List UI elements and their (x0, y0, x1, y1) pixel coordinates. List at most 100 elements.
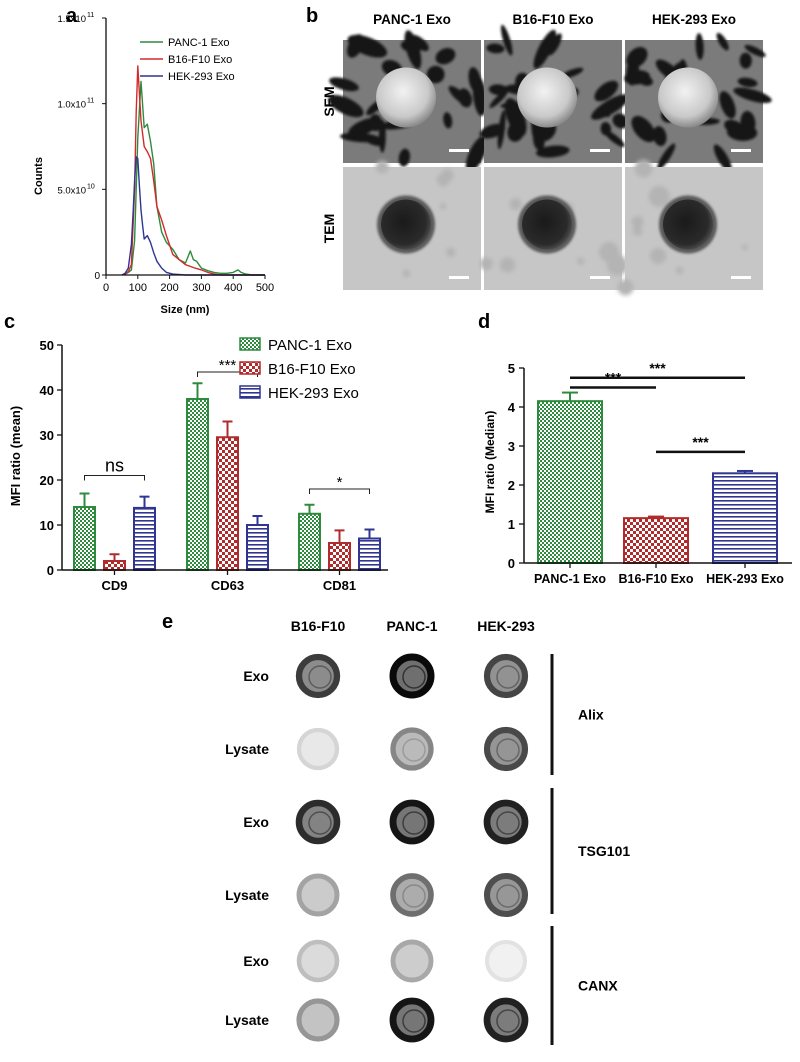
sem-dark-patch (533, 133, 544, 151)
sem-dark-patch (488, 84, 509, 96)
panel-e-spot-fill (485, 801, 527, 843)
sem-dark-patch (719, 91, 736, 119)
sem-dark-patch (603, 102, 612, 118)
panel-letter-c: c (4, 311, 15, 333)
panel-c-legend-swatch (239, 385, 261, 399)
sem-scale-bar (449, 149, 469, 152)
tem-speck (441, 169, 454, 182)
sem-dark-patch (740, 111, 756, 135)
panel-e-spot-ring (295, 653, 341, 699)
sem-dark-patch (443, 112, 453, 129)
tem-speck (479, 257, 493, 271)
panel-a-series-line-2 (123, 65, 265, 276)
panel-e-group-label: CANX (578, 978, 618, 994)
tem-micrograph (479, 167, 628, 290)
sem-dark-patch (604, 130, 625, 147)
sem-dark-patch (533, 29, 557, 69)
tem-scale-bar (731, 276, 751, 279)
panel-a-legend-label: PANC-1 Exo (168, 37, 230, 49)
panel-b-row-header: TEM (321, 214, 337, 244)
panel-a-xtick-label: 300 (192, 282, 210, 294)
tem-speck (741, 244, 748, 251)
panel-c-legend-label: B16-F10 Exo (268, 361, 356, 378)
sem-dark-patch (348, 117, 381, 137)
panel-a-ytick-label: 5.0x10 (57, 185, 86, 196)
panel-e-spot-fill (485, 940, 527, 982)
panel-e-spot-fill (297, 655, 339, 697)
panel-c-category-label: CD81 (323, 578, 356, 593)
panel-e-blot-spot (483, 726, 529, 772)
sem-scale-bar (731, 149, 751, 152)
panel-b-column-header: HEK-293 Exo (652, 12, 736, 27)
panel-c-significance-label: *** (219, 357, 237, 374)
panel-c-bar (328, 542, 351, 571)
panel-d-ytick-label: 0 (508, 556, 515, 571)
tem-speck (577, 257, 585, 265)
sem-exosome-particle (517, 67, 577, 128)
sem-dark-patch (716, 32, 729, 51)
panel-c-significance-label: ns (105, 456, 124, 476)
panel-e-spot-inner-ring (496, 665, 520, 689)
sem-dark-patch (548, 33, 562, 56)
panel-letter-b: b (306, 5, 318, 27)
panel-d-ylabel: MFI ratio (Median) (483, 411, 497, 514)
panel-d-category-label: B16-F10 Exo (618, 572, 693, 586)
panel-e-spot-fill (485, 728, 527, 770)
panel-e-spot-ring (483, 653, 529, 699)
panel-a-ytick-exponent: 11 (87, 12, 94, 19)
panel-c-ytick-label: 40 (40, 383, 54, 398)
panel-letter-e: e (162, 611, 173, 633)
sem-dark-patch (626, 57, 640, 86)
panel-e-spot-inner-ring (402, 811, 426, 835)
sem-dark-patch (500, 24, 513, 56)
panel-e-blot-spot (484, 939, 528, 983)
panel-e-blot-spot (296, 998, 340, 1042)
panel-a-ytick-exponent: 10 (87, 183, 95, 190)
panel-c-bar (358, 537, 381, 571)
sem-dark-patch (739, 52, 752, 69)
panel-e-spot-inner-ring (496, 884, 520, 908)
sem-dark-patch (486, 43, 505, 54)
panel-e-spot-ring (389, 997, 435, 1043)
panel-e-spot-fill (297, 728, 339, 770)
panel-a-series-line-1 (123, 80, 265, 276)
panel-e-spot-fill (297, 874, 339, 916)
panel-e-blot-spot (483, 872, 529, 918)
panel-c-ytick-label: 20 (40, 473, 54, 488)
sem-dark-patch (695, 33, 704, 60)
panel-e-spot-fill (297, 801, 339, 843)
panel-e-row-label: Exo (243, 814, 269, 830)
sem-dark-patch (426, 65, 445, 84)
tem-speck (617, 279, 634, 296)
sem-dark-patch (497, 110, 506, 150)
sem-dark-patch (652, 126, 667, 147)
tem-texture (617, 159, 748, 296)
panel-e-blot-spot (296, 873, 340, 917)
panel-e-spot-fill (485, 999, 527, 1041)
panel-e-spot-ring (389, 799, 435, 845)
panel-c-ylabel: MFI ratio (mean) (8, 406, 23, 506)
sem-exosome-particle (376, 67, 436, 128)
panel-e-spot-fill (391, 655, 433, 697)
panel-c-ytick-label: 50 (40, 338, 54, 353)
panel-e-spot-ring (390, 873, 434, 917)
panel-e-spot-fill (297, 999, 339, 1041)
panel-c-ytick-label: 10 (40, 518, 54, 533)
tem-scale-bar (449, 276, 469, 279)
panel-c-bar (298, 512, 321, 571)
tem-exosome-particle (663, 199, 713, 250)
tem-speck (499, 257, 516, 273)
tem-speck (375, 160, 389, 174)
tem-micrograph (343, 160, 481, 290)
panel-e-spot-ring (483, 726, 529, 772)
panel-e-dot-blot: B16-F10 PANC-1 HEK-293 Exo Lysate Exo Lysate E… (225, 618, 630, 1045)
panel-e-row-label: Lysate (225, 887, 269, 903)
sem-dark-patch (400, 40, 422, 53)
tem-exosome-particle (522, 199, 572, 250)
panel-e-spot-inner-ring (402, 1009, 426, 1033)
panel-e-row-label: Lysate (225, 1012, 269, 1028)
panel-e-blot-spot (296, 727, 340, 771)
panel-e-spot-ring (296, 998, 340, 1042)
panel-c-bar (186, 398, 209, 571)
